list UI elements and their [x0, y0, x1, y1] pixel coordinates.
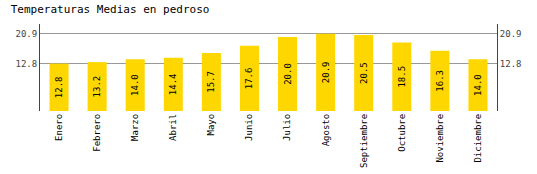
svg-text:20.0: 20.0	[283, 63, 293, 85]
svg-text:14.4: 14.4	[168, 74, 178, 96]
svg-text:Noviembre: Noviembre	[435, 114, 445, 163]
svg-text:15.7: 15.7	[206, 71, 216, 93]
svg-text:Abril: Abril	[168, 114, 178, 141]
svg-text:20.9: 20.9	[500, 29, 522, 39]
svg-text:Septiembre: Septiembre	[359, 114, 369, 168]
svg-text:17.6: 17.6	[244, 68, 254, 90]
svg-text:Febrero: Febrero	[92, 114, 102, 152]
svg-text:Octubre: Octubre	[397, 114, 407, 152]
svg-text:12.8: 12.8	[16, 59, 38, 69]
svg-text:Mayo: Mayo	[206, 114, 216, 136]
svg-text:18.5: 18.5	[397, 66, 407, 88]
svg-text:16.3: 16.3	[435, 70, 445, 92]
svg-text:Temperaturas Medias en pedroso: Temperaturas Medias en pedroso	[11, 3, 210, 16]
svg-text:20.5: 20.5	[359, 62, 369, 84]
svg-text:Enero: Enero	[54, 114, 64, 141]
svg-text:Julio: Julio	[282, 114, 292, 141]
svg-text:14.0: 14.0	[130, 74, 140, 96]
svg-text:14.0: 14.0	[473, 74, 483, 96]
svg-text:Marzo: Marzo	[130, 114, 140, 141]
svg-text:12.8: 12.8	[54, 76, 64, 98]
svg-text:Diciembre: Diciembre	[473, 114, 483, 163]
svg-text:Junio: Junio	[244, 114, 254, 141]
svg-text:12.8: 12.8	[500, 59, 522, 69]
svg-text:20.9: 20.9	[321, 61, 331, 83]
svg-text:13.2: 13.2	[92, 76, 102, 98]
svg-text:Agosto: Agosto	[321, 114, 331, 147]
svg-text:20.9: 20.9	[16, 29, 38, 39]
